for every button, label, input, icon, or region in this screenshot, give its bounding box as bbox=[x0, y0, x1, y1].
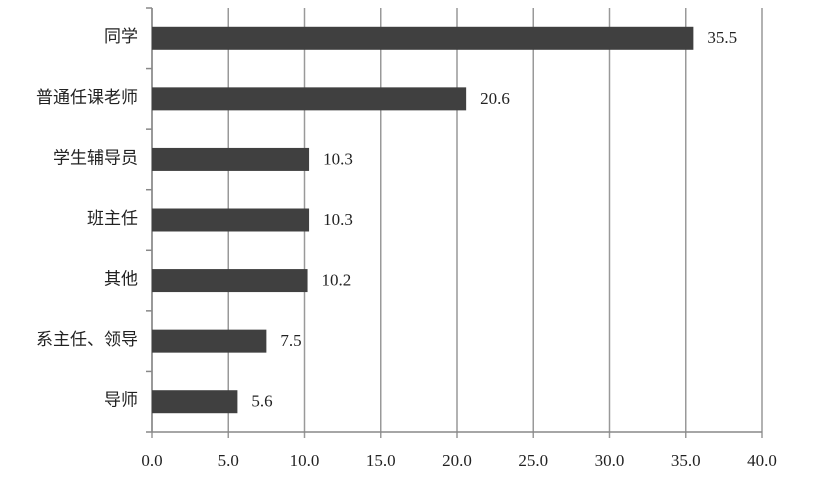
bar bbox=[152, 26, 694, 50]
y-tick-label: 导师 bbox=[104, 391, 138, 410]
y-tick-label: 系主任、领导 bbox=[36, 330, 138, 349]
x-tick-label: 30.0 bbox=[595, 451, 625, 470]
value-label: 7.5 bbox=[280, 331, 301, 350]
value-label: 5.6 bbox=[251, 392, 272, 411]
x-tick-label: 0.0 bbox=[141, 451, 162, 470]
x-tick-label: 20.0 bbox=[442, 451, 472, 470]
bar bbox=[152, 147, 310, 171]
bar bbox=[152, 390, 238, 414]
x-tick-label: 5.0 bbox=[218, 451, 239, 470]
bar bbox=[152, 269, 308, 293]
x-tick-label: 15.0 bbox=[366, 451, 396, 470]
bar bbox=[152, 208, 310, 232]
x-tick-label: 10.0 bbox=[290, 451, 320, 470]
y-tick-label: 同学 bbox=[104, 27, 138, 46]
y-tick-label: 学生辅导员 bbox=[53, 148, 138, 167]
x-tick-label: 25.0 bbox=[518, 451, 548, 470]
value-label: 10.3 bbox=[323, 210, 353, 229]
y-tick-label: 普通任课老师 bbox=[36, 88, 138, 107]
value-label: 35.5 bbox=[707, 28, 737, 47]
value-label: 10.2 bbox=[322, 270, 352, 289]
x-tick-label: 40.0 bbox=[747, 451, 777, 470]
bar bbox=[152, 329, 267, 353]
value-label: 10.3 bbox=[323, 149, 353, 168]
y-tick-label: 班主任 bbox=[87, 209, 138, 228]
value-label: 20.6 bbox=[480, 89, 510, 108]
x-tick-label: 35.0 bbox=[671, 451, 701, 470]
y-tick-label: 其他 bbox=[104, 269, 138, 288]
bar bbox=[152, 87, 467, 111]
